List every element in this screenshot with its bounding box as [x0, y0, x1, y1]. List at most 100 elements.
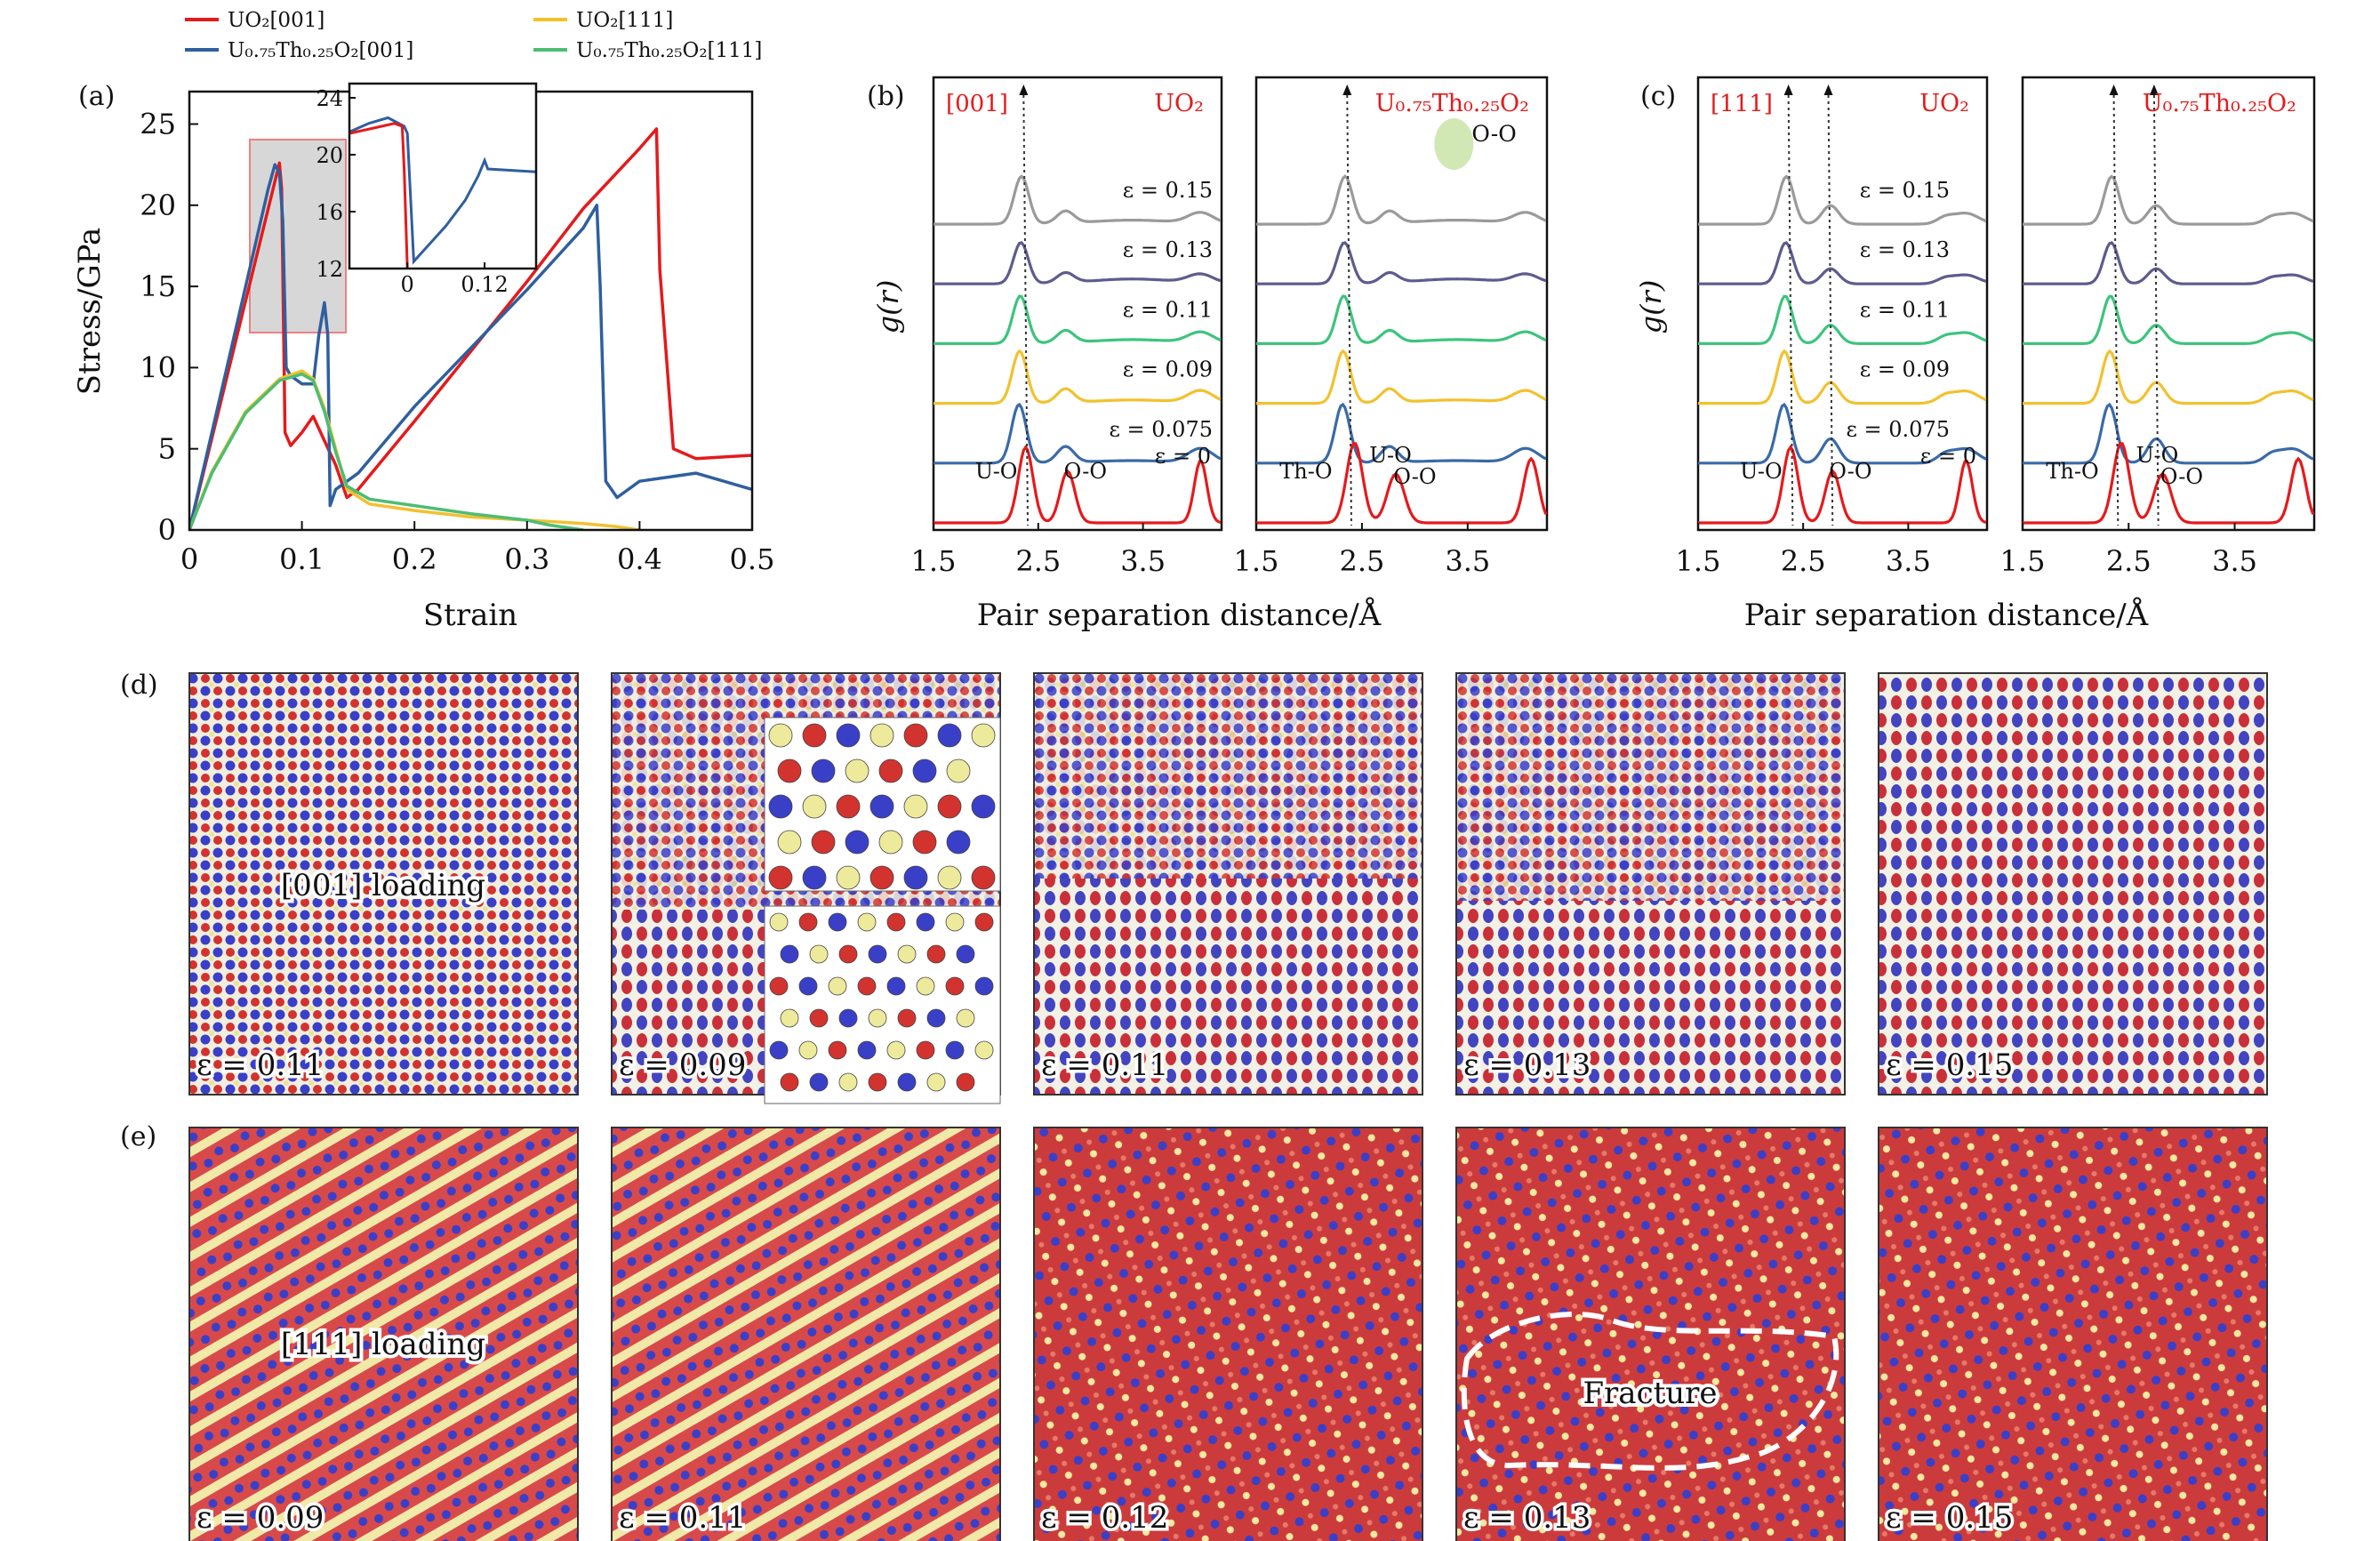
panel-labels: (a) (b) (c) (d) (e)	[78, 81, 1676, 1152]
y-tick-label: 15	[140, 269, 176, 303]
peak-label: U-O	[1369, 443, 1412, 468]
atom	[836, 723, 861, 748]
rdf-y-axis-label: g(r)	[871, 280, 905, 334]
atom	[836, 865, 861, 890]
atom	[926, 944, 946, 964]
rdf-curve	[1698, 349, 1987, 405]
atom	[868, 1072, 887, 1092]
rdf-curve	[1256, 349, 1547, 405]
rdf-x-tick-label: 3.5	[2212, 544, 2257, 578]
inset-series-line	[349, 116, 536, 265]
y-tick-label: 25	[140, 108, 176, 141]
rdf-x-tick-label: 3.5	[1445, 544, 1490, 578]
rdf-curve	[2023, 294, 2314, 345]
strain-label: ε = 0.13	[1123, 237, 1213, 262]
atom	[971, 723, 996, 748]
strain-label: ε = 0.09	[1860, 357, 1950, 382]
inset-plot	[349, 116, 536, 269]
atom	[838, 1072, 858, 1092]
atom	[903, 723, 928, 748]
strain-label: ε = 0.075	[1846, 417, 1950, 442]
atom	[809, 1008, 829, 1028]
atom	[897, 1072, 917, 1092]
atom	[912, 830, 937, 855]
atom	[780, 1008, 799, 1028]
rdf-curve	[1256, 241, 1547, 285]
inset-series-line	[349, 122, 409, 269]
strain-label: ε = 0.15	[1860, 178, 1950, 203]
snapshot-strain-label: ε = 0.15	[1886, 1047, 2013, 1083]
y-tick-label: 10	[140, 350, 176, 384]
rdf-curve	[1256, 294, 1547, 345]
peak-marker	[1342, 84, 1352, 95]
y-tick-label: 20	[140, 189, 176, 222]
atom	[811, 758, 836, 783]
atom	[971, 865, 996, 890]
atom	[945, 976, 965, 996]
inset-x-tick-label: 0	[401, 272, 414, 297]
snapshot-strain-label: ε = 0.13	[1463, 1500, 1591, 1536]
rdf-curve	[2023, 174, 2314, 226]
inset-y-tick-label: 12	[316, 257, 343, 282]
peak-label: O-O	[1829, 459, 1871, 484]
rdf-curve	[1698, 445, 1987, 525]
snapshot-strain-label: ε = 0.13	[1463, 1047, 1591, 1083]
atom	[868, 1008, 887, 1028]
peak-label: Th-O	[2046, 459, 2098, 484]
x-tick-label: 0	[180, 542, 198, 576]
rdf-curve	[934, 241, 1222, 285]
atom	[903, 865, 928, 890]
peak-marker	[1783, 84, 1793, 95]
atom	[811, 830, 836, 855]
atom	[974, 912, 994, 932]
rdf-curve	[934, 445, 1222, 525]
atom	[868, 944, 887, 964]
x-tick-label: 0.5	[730, 542, 775, 576]
panel-label: (b)	[867, 81, 905, 112]
peak-label: U-O	[975, 459, 1018, 484]
snapshot-strain-label: ε = 0.15	[1886, 1500, 2013, 1536]
atom	[777, 758, 802, 783]
rdf-x-tick-label: 1.5	[2000, 544, 2046, 578]
peak-marker	[2149, 84, 2159, 95]
snapshot-strain-label: ε = 0.11	[196, 1047, 324, 1083]
atom	[869, 723, 894, 748]
atom	[916, 976, 935, 996]
atom	[974, 976, 994, 996]
atom	[802, 723, 827, 748]
atom	[869, 794, 894, 819]
atom	[857, 976, 877, 996]
atom	[937, 794, 962, 819]
snapshot-frame	[1878, 1127, 2268, 1541]
panel-label: (e)	[120, 1121, 156, 1152]
y-axis-label: Stress/GPa	[72, 228, 108, 395]
atom	[926, 1008, 946, 1028]
atom	[869, 865, 894, 890]
annotation-highlight	[1434, 118, 1474, 170]
loading-caption: [111] loading	[281, 1327, 485, 1362]
direction-tag: [111]	[1711, 91, 1773, 117]
rdf-x-tick-label: 3.5	[1886, 544, 1931, 578]
atom	[945, 1040, 965, 1060]
x-axis-label: Strain	[423, 598, 517, 633]
atom	[897, 1008, 917, 1028]
peak-label: O-O	[1064, 459, 1107, 484]
snapshot-frame	[611, 1127, 1001, 1541]
peak-marker	[1019, 84, 1029, 95]
strain-label: ε = 0.13	[1860, 237, 1950, 262]
inset-y-tick-label: 20	[316, 143, 343, 168]
atom	[974, 1040, 994, 1060]
snapshot-frame	[188, 1127, 579, 1541]
atom	[809, 944, 829, 964]
atom	[956, 1072, 975, 1092]
strain-label: ε = 0	[1920, 444, 1976, 469]
rdf-x-tick-label: 1.5	[1234, 544, 1279, 578]
snapshot-frame	[188, 672, 579, 1096]
rdf-x-axis-label: Pair separation distance/Å	[1744, 597, 2149, 633]
rdf-curve	[1698, 402, 1987, 465]
strain-label: ε = 0.15	[1123, 178, 1213, 203]
atom	[886, 1040, 906, 1060]
snapshot-strain-label: ε = 0.11	[619, 1500, 746, 1536]
unstrained-region	[1457, 674, 1844, 901]
